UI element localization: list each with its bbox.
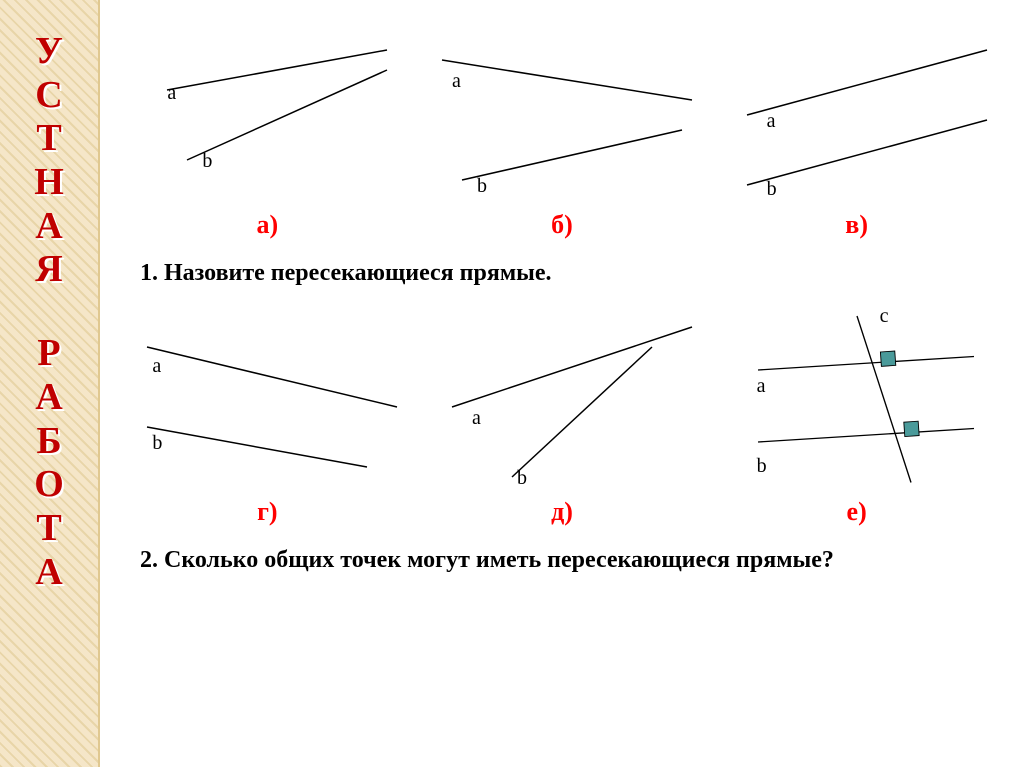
diagram-g: a b [127, 307, 407, 487]
sidebar-letter: А [35, 376, 62, 420]
diagram-a: a b [127, 20, 407, 200]
line-label-a: a [472, 407, 481, 430]
line-label-b: b [202, 150, 212, 173]
line-label-a: a [757, 375, 766, 398]
sidebar-letter: Р [37, 332, 60, 376]
diagram-e: c a b [717, 307, 997, 487]
panel-label-a: а) [127, 210, 407, 240]
line-label-b: b [757, 455, 767, 478]
line-label-b: b [152, 432, 162, 455]
diagram-v: a b [717, 20, 997, 200]
line-label-a: a [152, 355, 161, 378]
sidebar: У С Т Н А Я Р А Б О Т А [0, 0, 100, 767]
line-label-b: b [517, 467, 527, 490]
line-label-a: a [452, 70, 461, 93]
main-content: a b a b a b а) б) в) 1. Назовите пересек… [100, 0, 1024, 767]
panel-label-e: е) [717, 497, 997, 527]
sidebar-letter: У [35, 30, 63, 74]
diagram-b: a b [422, 20, 702, 200]
diagram-row-2: a b a b c a b [120, 307, 1004, 487]
line-label-a: a [767, 110, 776, 133]
sidebar-letter: Т [36, 117, 61, 161]
panel-label-v: в) [717, 210, 997, 240]
sidebar-letter: Я [35, 248, 62, 292]
sidebar-letter: С [35, 74, 62, 118]
panel-labels-row-1: а) б) в) [120, 210, 1004, 240]
panel-label-d: д) [422, 497, 702, 527]
question-2: 2. Сколько общих точек могут иметь перес… [140, 547, 984, 574]
line-label-a: a [167, 82, 176, 105]
panel-label-g: г) [127, 497, 407, 527]
sidebar-letter: А [35, 551, 62, 595]
panel-label-b: б) [422, 210, 702, 240]
sidebar-letter: Б [36, 420, 61, 464]
line-label-b: b [477, 175, 487, 198]
diagram-d: a b [422, 307, 702, 487]
sidebar-letter: А [35, 205, 62, 249]
line-label-c: c [880, 305, 889, 328]
sidebar-letter: Н [34, 161, 64, 205]
question-1: 1. Назовите пересекающиеся прямые. [140, 260, 984, 287]
sidebar-letter: О [34, 463, 64, 507]
diagram-row-1: a b a b a b [120, 20, 1004, 200]
panel-labels-row-2: г) д) е) [120, 497, 1004, 527]
line-label-b: b [767, 178, 777, 201]
sidebar-letter: Т [36, 507, 61, 551]
